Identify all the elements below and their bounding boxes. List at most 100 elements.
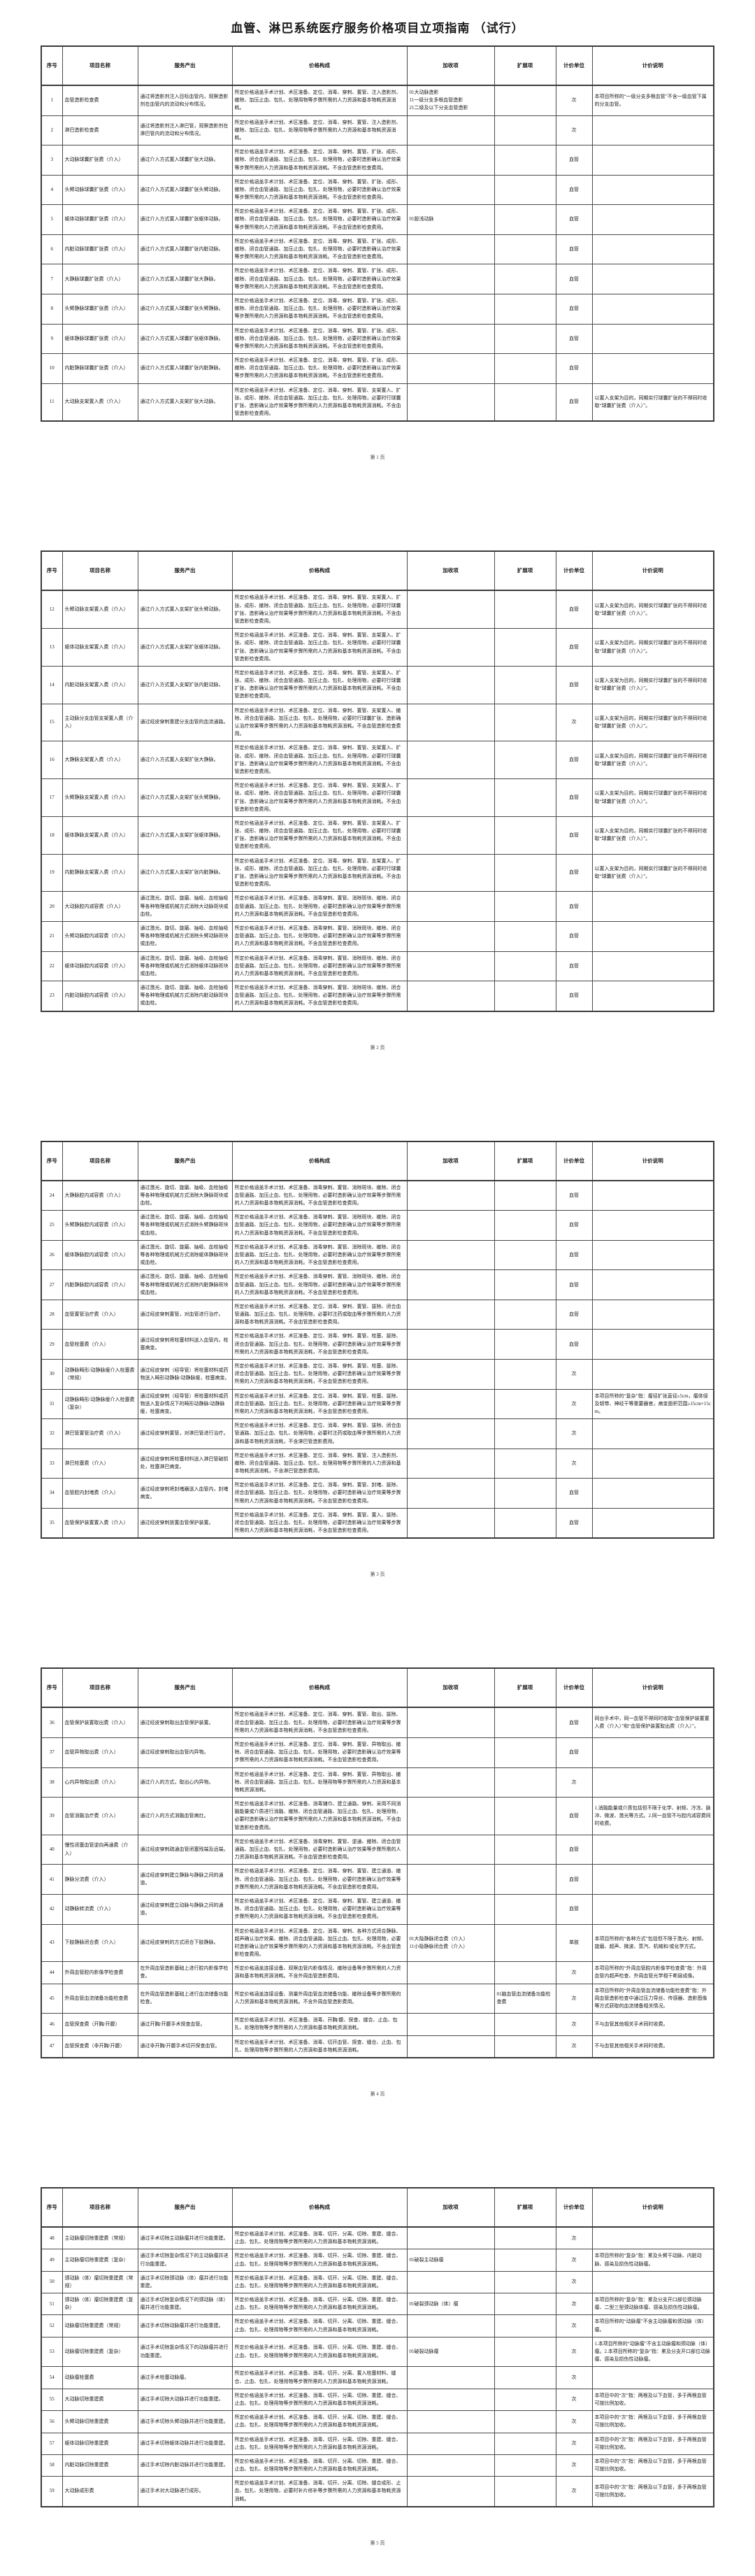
cell-output: 通过将造影剂注入目标血管内，观察造影剂在血管内的流动和分布情况。 [137,85,233,116]
cell-output: 通过激光、旋切、旋磨、抽吸、血栓抽吸等各种物理或机械方式消除内脏动脉斑块或血栓。 [137,981,233,1012]
cell-addon [406,115,495,146]
cell-unit: 次 [555,2476,593,2507]
cell-price: 所定价格涵盖手术计划、术区准备、消毒、切开、分离、切除、重建、缝合、止血、包扎、… [231,2314,408,2337]
cell-no: 58 [41,2454,63,2477]
cell-note [591,1507,714,1539]
cell-note [591,1767,714,1798]
cell-no: 29 [41,1329,63,1360]
cell-name: 慢性闭塞血管逆向再通费（介入） [62,1834,138,1865]
table-row: 58 内脏动脉切除重建费 通过手术切除内脏动脉并进行功能重建。 所定价格涵盖手术计划、… [41,2454,714,2477]
cell-unit: 血管 [555,1180,593,1211]
table-header-row: 序号 项目名称 服务产出 价格构成 加收项 扩展项 计价单位 计价说明 [41,45,714,86]
cell-addon [406,1797,495,1835]
cell-name: 内脏静脉支架置入费（介入） [62,853,138,892]
cell-ext [494,2388,556,2412]
cell-unit: 次 [555,2314,593,2337]
cell-price: 所定价格涵盖手术计划、术区准备、消毒、切开、分离、置入栓塞材料、缝合、止血、包扎… [231,2366,408,2389]
cell-addon [406,1961,495,1984]
cell-output: 通过经皮穿刺将栓塞材料送入血管内，栓塞病变。 [137,1329,233,1360]
cell-output: 通过介入方式置入支架扩张躯体动脉。 [137,628,233,667]
cell-name: 动静脉畸形/动静脉瘘介入栓塞费（复杂） [62,1388,138,1420]
table-row: 53 动脉瘤切除重建费（复杂） 通过手术切除复杂情况下的动脉瘤并进行功能重建。 所定价… [41,2336,714,2368]
cell-addon: 01大隐静脉闭合费（介入） 11小隐静脉闭合费（介入） [406,1923,495,1963]
cell-output: 通过经皮穿刺取出血管内异物。 [137,1737,233,1768]
column-header: 服务产出 [137,550,233,592]
cell-note [591,1299,714,1330]
cell-name: 躯体动脉切除重建费 [62,2432,138,2455]
cell-addon [406,1299,495,1330]
cell-price: 所定价格涵盖手术计划、术区准备、消毒穿刺、置管、消除斑块、撤除、闭合血管通路、加… [231,920,408,952]
cell-name: 大动脉成形费 [62,2476,138,2507]
cell-ext [494,1299,556,1330]
cell-price: 所定价格涵盖手术计划、术区准备、定位、消毒、穿刺、置管、支架置入、扩张、成形、撤… [231,665,408,704]
cell-ext [494,1923,556,1963]
cell-price: 所定价格涵盖手术计划、术区准备、定位、消毒、穿刺、置管、封堵、拔除、闭合血管通路… [231,1478,408,1509]
cell-name: 外周血管腔内影像学检查费 [62,1961,138,1984]
cell-addon [406,1478,495,1509]
cell-name: 静脉分流费（介入） [62,1864,138,1895]
cell-unit: 血管 [555,353,593,384]
pricing-table: 序号 项目名称 服务产出 价格构成 加收项 扩展项 计价单位 计价说明 48 主动脉瘤切除重建费（… [41,2186,714,2507]
cell-note: 同台手术中，同一血管不得同时收取“血管保护装置置入费（介入）”和“血管保护装置取… [591,1707,714,1738]
cell-price: 所定价格涵盖手术计划、术区准备、定位、消毒、穿刺、置管、异物取出、撤除、闭合血管… [231,1737,408,1768]
column-header: 序号 [41,550,63,592]
column-header: 计价单位 [555,1667,593,1709]
cell-unit: 次 [555,2035,593,2058]
cell-unit: 次 [555,2432,593,2455]
cell-addon [406,590,495,629]
cell-note [591,1864,714,1895]
table-row: 14 内脏动脉支架置入费（介入） 通过介入方式置入支架扩张内脏动脉。 所定价格涵盖手术… [41,665,714,704]
table-row: 54 动脉瘤栓塞费 通过手术栓塞动脉瘤。 所定价格涵盖手术计划、术区准备、消毒、切开、… [41,2366,714,2389]
cell-price: 所定价格涵盖手术计划、术区准备、定位、消毒、穿刺、置管、拔除、闭合血管通路、加压… [231,1418,408,1449]
document-page: 序号 项目名称 服务产出 价格构成 加收项 扩展项 计价单位 计价说明 1 血管造影检查费 通过将造… [0,45,755,461]
cell-ext [494,293,556,325]
cell-addon: 01破裂主动脉瘤 [406,2249,495,2272]
cell-output: 通过激光、旋切、旋磨、抽吸、血栓抽吸等各种物理或机械方式消除内脏静脉斑块或血栓。 [137,1269,233,1300]
cell-price: 所定价格涵盖手术计划、术区准备、消毒穿刺、置管、消除斑块、撤除、闭合血管通路、加… [231,1180,408,1211]
cell-addon [406,703,495,742]
cell-ext [494,1448,556,1479]
cell-name: 血管消融治疗费（介入） [62,1797,138,1835]
cell-ext [494,2249,556,2272]
column-header: 加收项 [406,1667,495,1709]
column-header: 价格构成 [231,45,408,86]
cell-name: 头臂动脉球囊扩张费（介入） [62,174,138,206]
column-header: 序号 [41,1667,63,1709]
cell-note [591,1834,714,1865]
cell-no: 3 [41,145,63,176]
cell-no: 57 [41,2432,63,2455]
cell-unit: 血管 [555,665,593,704]
cell-addon [406,1767,495,1798]
cell-ext [494,1834,556,1865]
cell-unit: 血管 [555,1239,593,1271]
column-header: 计价单位 [555,2187,593,2228]
cell-addon: 01破裂颈动脉（体）瘤 [406,2293,495,2316]
cell-output: 通过介入方式置入支架扩张内脏静脉。 [137,853,233,892]
table-row: 5 躯体动脉球囊扩张费（介入） 通过介入方式置入球囊扩张躯体动脉。 所定价格涵盖手术计… [41,204,714,235]
cell-output: 通过经皮穿刺建立动脉与静脉之间的通道。 [137,1893,233,1925]
cell-ext [494,1329,556,1360]
cell-output: 在外周血管造影基础上进行血流储备功能检查。 [137,1983,233,2014]
cell-price: 所定价格涵盖手术计划、术区准备、消毒、切开、分离、切除、重建、缝合、止血、包扎、… [231,2410,408,2433]
cell-note [591,2366,714,2389]
cell-price: 所定价格涵盖手术计划、术区准备、定位、消毒、穿刺、置管、取出、拔除、闭合血管通路… [231,1707,408,1738]
cell-addon [406,1329,495,1360]
cell-note: 本项目中的“次”指：两根及以下血管，多于两根血管可按比例加收。 [591,2410,714,2433]
cell-note: 本项目所称的“外周血管腔内影像学检查费”指：外周血管内超声检查、外周血管光学相干… [591,1961,714,1984]
cell-price: 所定价格涵盖手术计划、术区准备、定位、消毒、穿刺、置管、注入造影剂、撤除、加压止… [231,115,408,146]
table-row: 45 外周血管血流储备功能检查费 在外周血管造影基础上进行血流储备功能检查。 所定价格… [41,1983,714,2014]
cell-no: 36 [41,1707,63,1738]
cell-note [591,1893,714,1925]
cell-ext [494,1478,556,1509]
cell-note [591,1448,714,1479]
cell-unit: 血管 [555,1329,593,1360]
cell-no: 7 [41,264,63,294]
cell-no: 17 [41,778,63,817]
cell-name: 内脏静脉腔内减容费（介入） [62,1269,138,1300]
cell-note [591,1418,714,1449]
cell-output: 通过激光、旋切、旋磨、抽吸、血栓抽吸等各种物理或机械方式消除头臂动脉斑块或血栓。 [137,920,233,952]
cell-no: 42 [41,1893,63,1925]
cell-ext [494,628,556,667]
cell-addon [406,2013,495,2036]
table-row: 19 内脏静脉支架置入费（介入） 通过介入方式置入支架扩张内脏静脉。 所定价格涵盖手术… [41,853,714,892]
